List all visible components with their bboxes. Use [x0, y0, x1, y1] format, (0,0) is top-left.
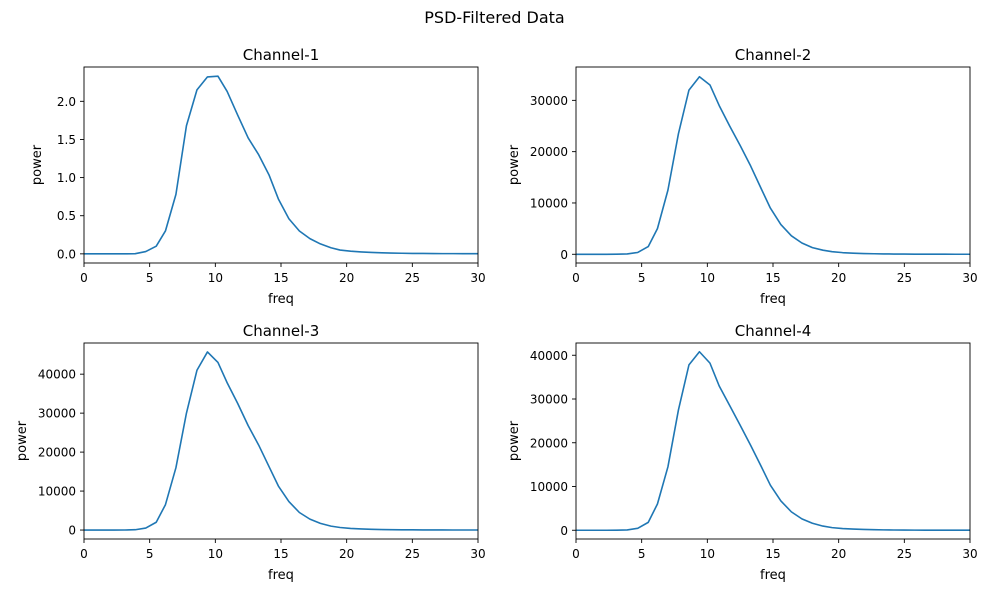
y-tick-label: 2.0 — [57, 95, 76, 109]
x-tick-label: 0 — [80, 271, 88, 285]
axes-frame — [575, 66, 971, 264]
x-tick-label: 5 — [146, 547, 154, 561]
x-tick-label: 10 — [208, 271, 223, 285]
x-tick-label: 15 — [765, 547, 780, 561]
x-tick-label: 30 — [470, 547, 485, 561]
figure-title: PSD-Filtered Data — [424, 8, 564, 27]
subplot-title: Channel-3 — [243, 322, 320, 340]
y-tick-label: 0.0 — [57, 247, 76, 261]
y-tick-label: 0 — [560, 524, 568, 538]
subplot-title: Channel-1 — [243, 46, 320, 64]
x-tick-label: 10 — [208, 547, 223, 561]
subplot-1: Channel-1 0 5 10 15 20 25 30 0.0 0.5 1.0 1.5 2.0 freq… — [30, 46, 485, 307]
y-tick-label: 10000 — [38, 485, 76, 499]
x-tick-label: 0 — [572, 547, 580, 561]
y-tick-label: 10000 — [530, 480, 568, 494]
x-tick-label: 10 — [700, 547, 715, 561]
y-tick-label: 1.0 — [57, 171, 76, 185]
x-axis-label: freq — [268, 292, 294, 307]
axes-frame — [83, 66, 479, 264]
x-tick-label: 5 — [638, 547, 646, 561]
y-tick-label: 10000 — [530, 196, 568, 210]
x-tick-label: 30 — [470, 271, 485, 285]
x-tick-label: 15 — [273, 271, 288, 285]
y-tick-label: 20000 — [38, 446, 76, 460]
subplot-4: Channel-4 0 5 10 15 20 25 30 0 10000 20000 30000 400… — [507, 322, 978, 583]
x-tick-label: 20 — [339, 271, 354, 285]
y-tick-label: 0.5 — [57, 209, 76, 223]
y-axis-label: power — [30, 144, 45, 185]
x-tick-label: 5 — [146, 271, 154, 285]
x-tick-label: 0 — [80, 547, 88, 561]
x-tick-label: 30 — [962, 547, 977, 561]
subplot-title: Channel-4 — [735, 322, 812, 340]
series-line — [576, 75, 970, 256]
x-axis-label: freq — [760, 568, 786, 583]
x-tick-label: 20 — [339, 547, 354, 561]
y-tick-label: 30000 — [530, 393, 568, 407]
x-tick-label: 25 — [405, 271, 420, 285]
series-line — [84, 75, 478, 255]
x-tick-label: 25 — [405, 547, 420, 561]
x-tick-label: 10 — [700, 271, 715, 285]
x-tick-label: 0 — [572, 271, 580, 285]
axes-frame — [575, 342, 971, 540]
x-tick-label: 15 — [765, 271, 780, 285]
y-tick-label: 1.5 — [57, 133, 76, 147]
x-axis-label: freq — [268, 568, 294, 583]
x-tick-label: 25 — [897, 271, 912, 285]
subplot-3: Channel-3 0 5 10 15 20 25 30 0 10000 20000 30000 400… — [15, 322, 486, 583]
y-tick-label: 30000 — [38, 407, 76, 421]
series-line — [84, 351, 478, 531]
y-tick-label: 40000 — [530, 349, 568, 363]
y-tick-label: 20000 — [530, 145, 568, 159]
x-tick-label: 30 — [962, 271, 977, 285]
subplots: Channel-1 0 5 10 15 20 25 30 0.0 0.5 1.0 1.5 2.0 freq… — [15, 46, 978, 583]
x-tick-label: 15 — [273, 547, 288, 561]
x-tick-label: 25 — [897, 547, 912, 561]
x-tick-label: 20 — [831, 547, 846, 561]
x-tick-label: 5 — [638, 271, 646, 285]
y-axis-label: power — [507, 144, 522, 185]
y-tick-label: 20000 — [530, 436, 568, 450]
y-tick-label: 40000 — [38, 368, 76, 382]
y-tick-label: 30000 — [530, 94, 568, 108]
y-axis-label: power — [507, 420, 522, 461]
subplot-title: Channel-2 — [735, 46, 812, 64]
x-tick-label: 20 — [831, 271, 846, 285]
y-tick-label: 0 — [560, 248, 568, 262]
axes-frame — [83, 342, 479, 540]
series-line — [576, 350, 971, 532]
subplot-2: Channel-2 0 5 10 15 20 25 30 0 10000 20000 30000 fre… — [507, 46, 978, 307]
x-axis-label: freq — [760, 292, 786, 307]
y-axis-label: power — [15, 420, 30, 461]
y-tick-label: 0 — [68, 524, 76, 538]
